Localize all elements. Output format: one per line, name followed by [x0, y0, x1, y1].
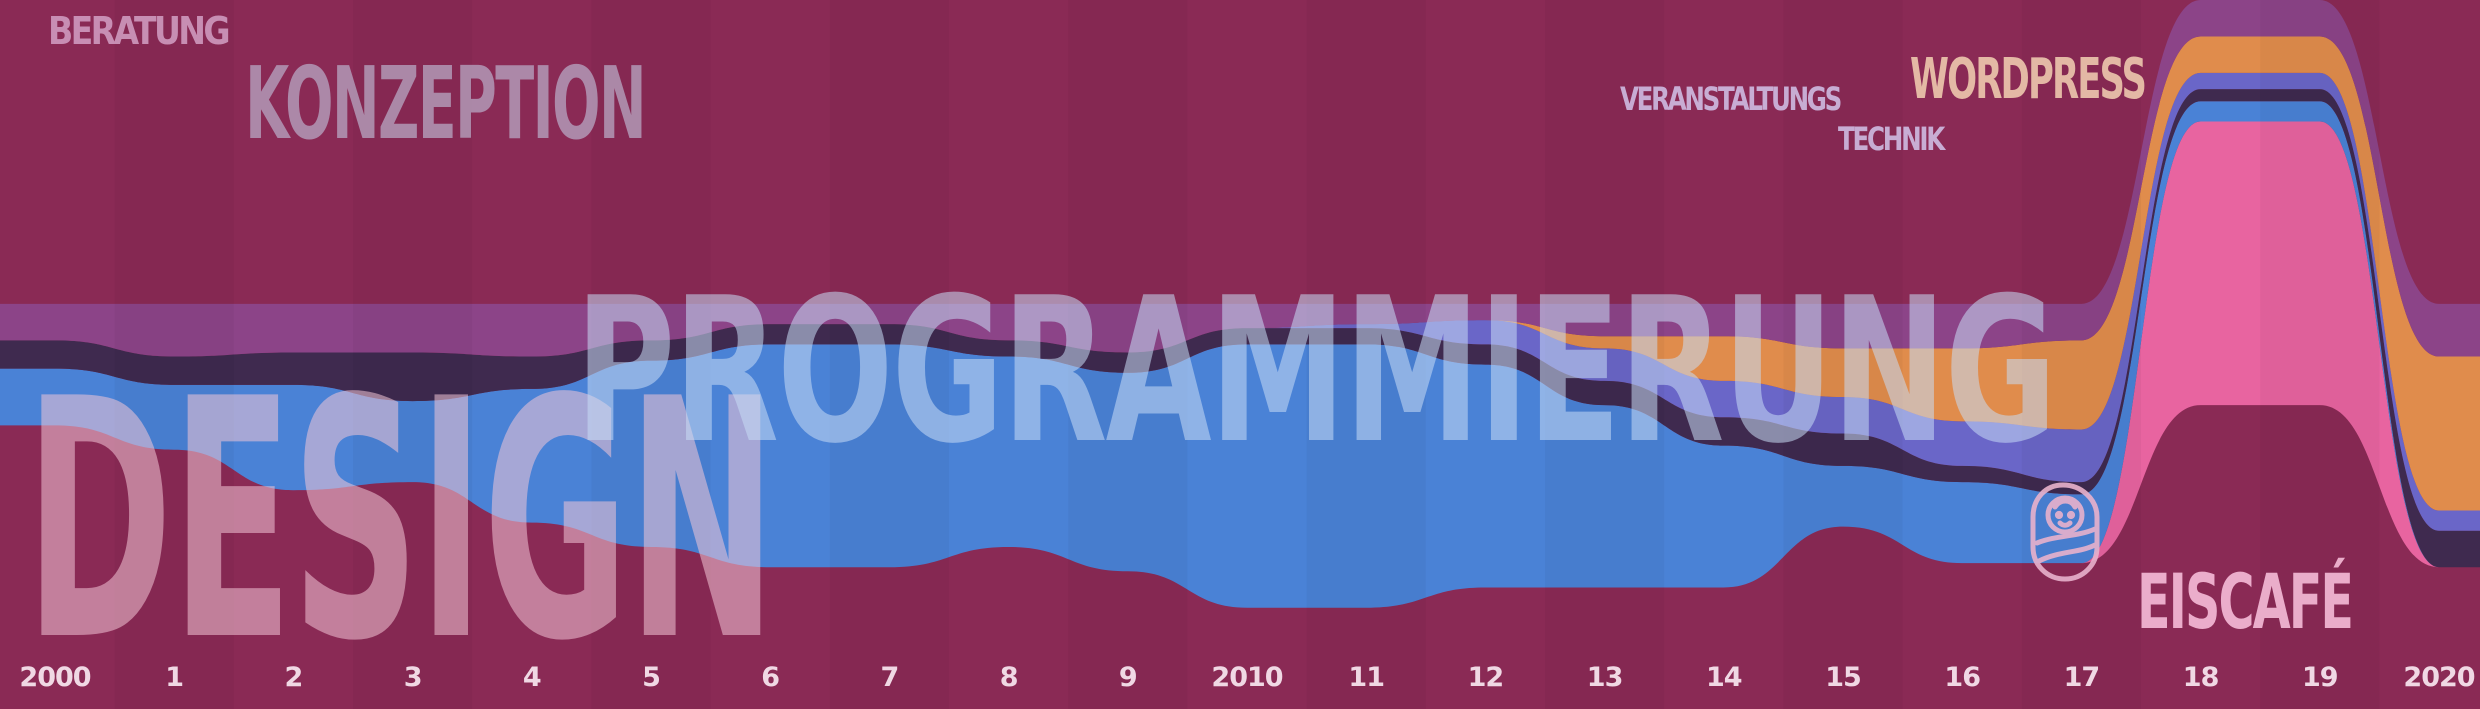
- x-tick-label: 2: [285, 662, 303, 693]
- area-wordpress: [0, 36, 2480, 511]
- x-tick-label: 2010: [1211, 662, 1282, 693]
- area-eiscaf: [0, 121, 2480, 608]
- x-tick-label: 2000: [19, 662, 90, 693]
- x-tick-label: 17: [2064, 662, 2100, 693]
- x-tick-label: 12: [1468, 662, 1504, 693]
- series-labels: DESIGN EISCAFÉ PROGRAMMIERUNG KONZEPTION TEC…: [25, 9, 2355, 709]
- x-tick-label: 8: [1000, 662, 1018, 693]
- x-axis-ticks: 2000 1 2 3 4 5 6 7 8 9 2010 11 12 13 14 15 16 17 18 19 2020: [19, 662, 2475, 693]
- area-design: [0, 405, 2480, 709]
- x-tick-label: 1: [165, 662, 183, 693]
- label-design: DESIGN: [25, 329, 775, 709]
- label-programmierung: PROGRAMMIERUNG: [575, 255, 2055, 488]
- label-konzeption: KONZEPTION: [245, 45, 645, 162]
- x-tick-label: 6: [761, 662, 779, 693]
- x-tick-label: 18: [2183, 662, 2219, 693]
- x-tick-label: 3: [404, 662, 422, 693]
- label-veranstaltungs: VERANSTALTUNGS: [1620, 80, 1841, 118]
- label-eiscaf: EISCAFÉ: [2137, 557, 2352, 646]
- x-tick-label: 19: [2302, 662, 2338, 693]
- area-technik: [0, 72, 2480, 531]
- label-beratung: BERATUNG: [48, 9, 229, 53]
- x-tick-label: 14: [1706, 662, 1742, 693]
- label-wordpress: WORDPRESS: [1910, 47, 2145, 112]
- x-tick-label: 2020: [2403, 662, 2474, 693]
- x-tick-label: 11: [1348, 662, 1384, 693]
- label-technik: TECHNIK: [1838, 120, 1946, 158]
- x-tick-label: 7: [881, 662, 899, 693]
- x-tick-label: 4: [523, 662, 541, 693]
- area-programmierung: [0, 101, 2480, 608]
- area-beratung: [0, 0, 2480, 357]
- x-tick-label: 16: [1944, 662, 1980, 693]
- baby-icon: [2030, 482, 2100, 582]
- x-tick-label: 5: [642, 662, 660, 693]
- x-tick-label: 15: [1825, 662, 1861, 693]
- x-tick-label: 13: [1587, 662, 1623, 693]
- x-tick-label: 9: [1119, 662, 1137, 693]
- area-konzeption: [0, 89, 2480, 568]
